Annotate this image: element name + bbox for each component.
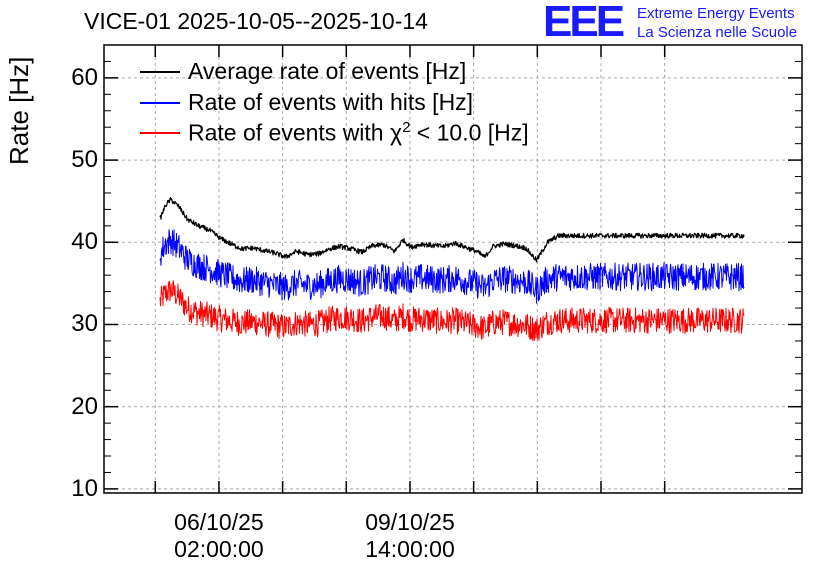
legend-label-chi2: Rate of events with χ2 < 10.0 [Hz] xyxy=(188,119,529,147)
logo-line-1: Extreme Energy Events xyxy=(637,5,795,22)
y-axis-label: Rate [Hz] xyxy=(4,56,34,165)
legend-lines xyxy=(140,71,180,134)
axis-ticks xyxy=(104,45,802,493)
plot-frame xyxy=(103,44,803,494)
legend-chi-prefix: Rate of events with xyxy=(188,119,390,146)
series-line-hits xyxy=(159,229,745,304)
legend-chi-suffix: < 10.0 [Hz] xyxy=(410,119,529,146)
legend-chi-symbol: χ xyxy=(390,119,403,146)
series-line-average xyxy=(159,197,745,263)
legend-label-hits: Rate of events with hits [Hz] xyxy=(188,89,474,115)
x-tick-time: 02:00:00 xyxy=(174,536,264,562)
y-tick-label: 40 xyxy=(71,228,98,256)
series-line-chi2 xyxy=(159,280,745,342)
x-tick-label: 09/10/25 14:00:00 xyxy=(330,509,490,563)
x-tick-date: 09/10/25 xyxy=(365,509,455,535)
y-tick-label: 10 xyxy=(71,474,98,502)
legend-label-average: Average rate of events [Hz] xyxy=(188,58,467,84)
x-tick-date: 06/10/25 xyxy=(174,509,264,535)
eee-logo: EEE xyxy=(543,0,625,46)
series-layer xyxy=(159,197,745,342)
x-tick-time: 14:00:00 xyxy=(365,536,455,562)
y-tick-label: 30 xyxy=(71,310,98,338)
chart-title: VICE-01 2025-10-05--2025-10-14 xyxy=(84,8,428,34)
y-tick-label: 50 xyxy=(71,146,98,174)
legend-chi-exponent: 2 xyxy=(402,119,411,136)
x-tick-label: 06/10/25 02:00:00 xyxy=(139,509,299,563)
logo-line-2: La Scienza nelle Scuole xyxy=(637,24,798,41)
logo-text: Extreme Energy Events La Scienza nelle S… xyxy=(637,4,797,42)
y-tick-label: 60 xyxy=(71,63,98,91)
y-tick-label: 20 xyxy=(71,392,98,420)
